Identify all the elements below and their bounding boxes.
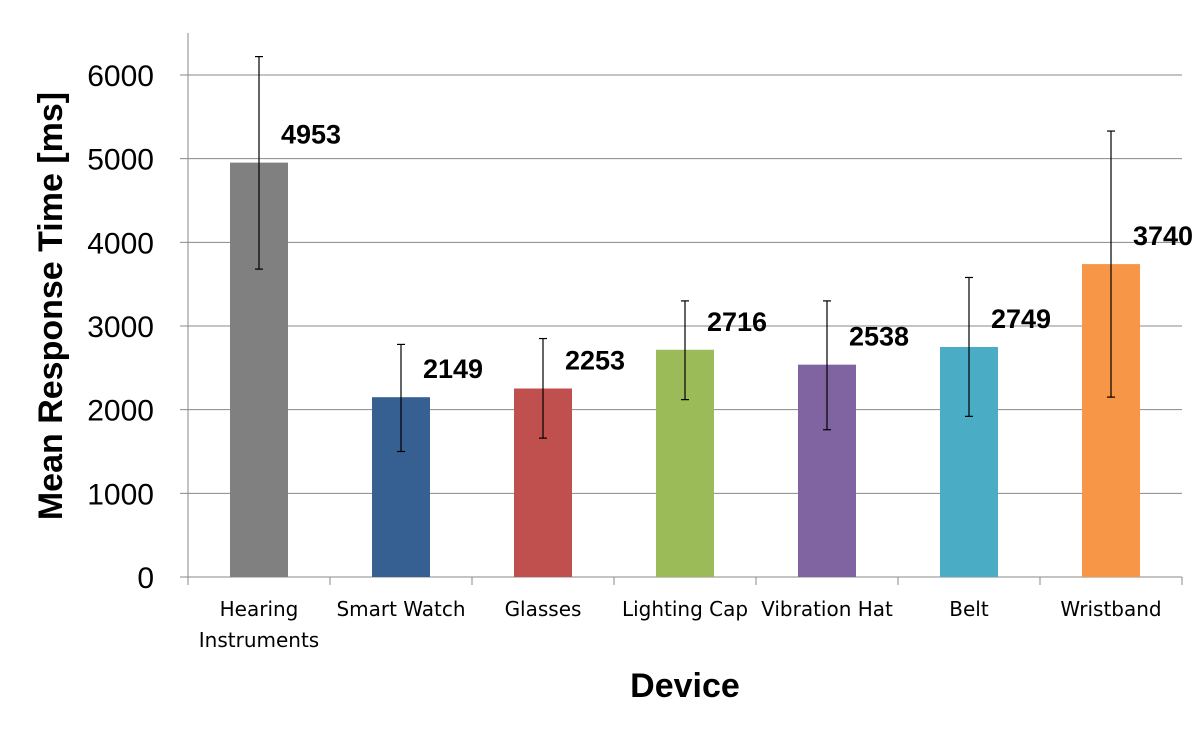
labels: 0 1000 2000 3000 4000 5000 6000 4953 Hearing Inst…	[87, 60, 1193, 652]
data-label: 2716	[707, 307, 767, 337]
x-tick-label: Smart Watch	[336, 597, 465, 621]
x-tick-label: Wristband	[1060, 597, 1161, 621]
data-label: 3740	[1133, 221, 1193, 251]
x-tick-label: Instruments	[199, 628, 319, 652]
y-tick-label: 5000	[87, 144, 154, 177]
y-tick-label: 1000	[87, 478, 154, 511]
y-tick-label: 4000	[87, 227, 154, 260]
data-label: 4953	[281, 120, 341, 150]
y-tick-label: 2000	[87, 395, 154, 428]
x-tick-label: Vibration Hat	[761, 597, 893, 621]
data-label: 2749	[991, 304, 1051, 334]
x-axis-title: Device	[630, 667, 740, 705]
bars	[230, 55, 1140, 577]
y-tick-label: 0	[137, 562, 154, 595]
data-label: 2253	[565, 345, 625, 375]
y-tick-label: 6000	[87, 60, 154, 93]
x-tick-label: Lighting Cap	[622, 597, 748, 621]
x-tick-label: Belt	[949, 597, 989, 621]
y-tick-label: 3000	[87, 311, 154, 344]
data-label: 2149	[423, 354, 483, 384]
x-tick-label: Hearing	[220, 597, 299, 621]
data-label: 2538	[849, 322, 909, 352]
x-tick-label: Glasses	[505, 597, 582, 621]
y-axis-title: Mean Response Time [ms]	[32, 92, 70, 520]
